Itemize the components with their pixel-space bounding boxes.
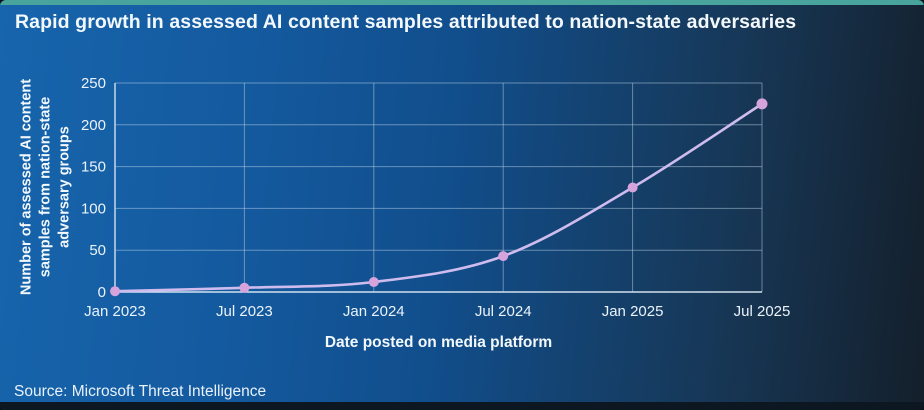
x-tick-label: Jan 2023 <box>84 303 146 320</box>
x-tick-label: Jul 2025 <box>734 303 791 320</box>
data-point-marker <box>239 282 250 293</box>
data-point-marker <box>498 251 509 262</box>
x-tick-label: Jan 2025 <box>602 303 664 320</box>
y-tick-label: 100 <box>81 200 106 217</box>
x-axis-title: Date posted on media platform <box>324 334 553 351</box>
x-tick-label: Jul 2023 <box>216 303 273 320</box>
y-tick-label: 50 <box>89 242 106 259</box>
x-tick-label: Jan 2024 <box>343 303 405 320</box>
top-accent-bar <box>0 0 924 5</box>
series-line <box>113 102 764 293</box>
data-point-marker <box>368 277 379 287</box>
x-tick-label: Jul 2024 <box>475 303 532 320</box>
source-note: Source: Microsoft Threat Intelligence <box>14 383 267 400</box>
bottom-border <box>0 402 924 410</box>
y-tick-label: 200 <box>81 117 106 134</box>
y-tick-label: 0 <box>98 284 106 301</box>
data-point-marker <box>756 98 768 110</box>
page-title: Rapid growth in assessed AI content samp… <box>15 11 797 33</box>
y-tick-label: 150 <box>81 159 106 176</box>
data-point-marker <box>110 286 120 297</box>
y-tick-label: 250 <box>81 75 106 92</box>
data-point-marker <box>627 182 638 193</box>
